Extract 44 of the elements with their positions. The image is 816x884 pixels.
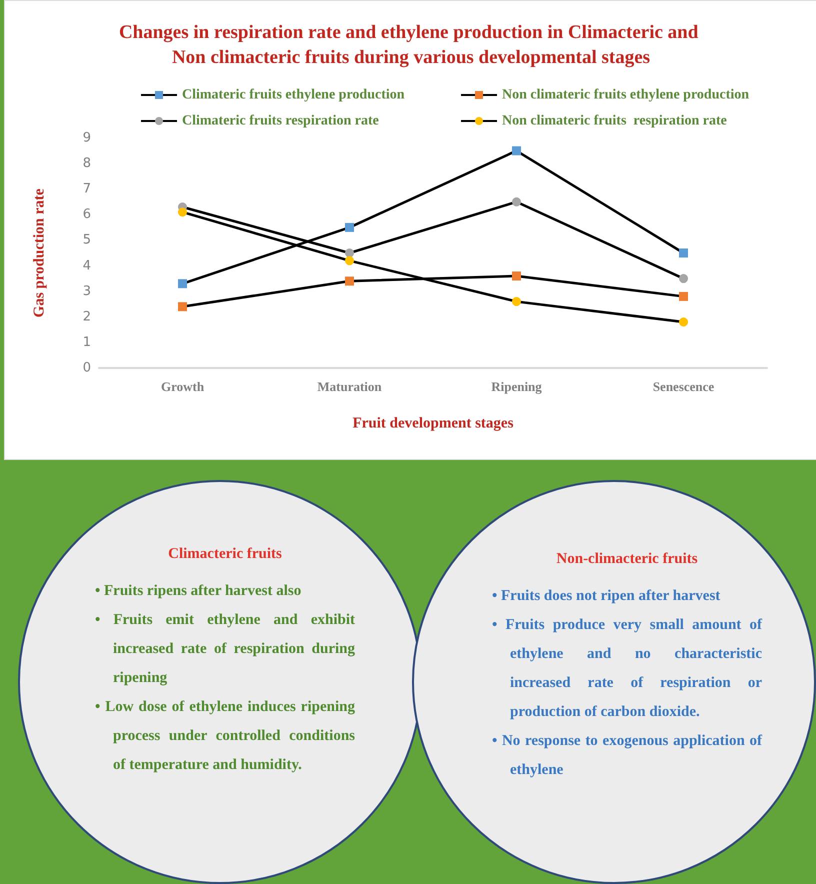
y-tick-label: 4: [82, 258, 91, 274]
y-tick-label: 7: [82, 182, 91, 197]
text: • Fruits ripens after harvest also: [95, 582, 302, 601]
point: [345, 222, 354, 232]
legend-label: Climateric fruits ethylene production: [182, 88, 405, 102]
y-tick-label: 2: [82, 309, 91, 324]
y-tick-label: 5: [82, 232, 91, 248]
text: Climacteric fruits: [167, 545, 283, 564]
y-tick-label: 0: [82, 360, 91, 376]
text: • Fruits emit ethylene and exhibit increased rate of respiration during ripening: [95, 611, 355, 688]
y-tick-label: 8: [82, 156, 91, 172]
point: [512, 146, 521, 156]
point: [512, 297, 521, 306]
text: • Low dose of ethylene induces ripening process under controlled conditions of temperature and humidity.: [95, 698, 355, 775]
point: [512, 272, 521, 280]
x-tick-label: Senescence: [652, 379, 714, 394]
chart-title: Changes in respiration rate and ethylene production in Climacteric and Non climacteric fruits during various developmental stages: [118, 22, 704, 68]
point: [679, 318, 688, 326]
x-tick-label: Growth: [160, 379, 205, 394]
point: [345, 276, 354, 286]
text: • Fruits does not ripen after harvest: [492, 587, 722, 606]
point: [178, 302, 187, 312]
text: • Fruits produce very small amount of ethylene and no characteristic increased rate of respiration or production of carbon dioxide.: [492, 616, 762, 722]
x-tick-label: Maturation: [317, 379, 382, 394]
text: • No response to exogenous application of ethylene: [492, 732, 762, 780]
point: [679, 248, 688, 258]
y-tick-label: 1: [82, 334, 91, 350]
point: [178, 208, 187, 217]
legend-label: Climateric fruits respiration rate: [182, 114, 379, 128]
legend-label: Non climateric fruits respiration rate: [502, 114, 727, 128]
point: [679, 274, 688, 284]
point: [512, 197, 521, 206]
point: [679, 292, 688, 301]
x-tick-label: Ripening: [491, 379, 542, 394]
x-axis-title: Fruit development stages: [352, 416, 514, 432]
y-tick-label: 6: [82, 207, 91, 222]
point: [345, 248, 354, 258]
y-tick-label: 9: [82, 130, 91, 146]
y-tick-label: 3: [82, 284, 91, 299]
point: [345, 256, 354, 266]
text: Non-climacteric fruits: [555, 550, 699, 569]
legend-label: Non climateric fruits ethylene production: [502, 88, 750, 102]
point: [178, 279, 187, 288]
y-axis-title: Gas production rate: [32, 188, 48, 318]
